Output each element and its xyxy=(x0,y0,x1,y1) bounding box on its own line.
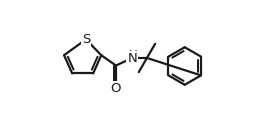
Text: H: H xyxy=(129,49,137,62)
Text: S: S xyxy=(82,33,90,46)
Text: O: O xyxy=(111,82,121,95)
Text: N: N xyxy=(127,52,137,65)
